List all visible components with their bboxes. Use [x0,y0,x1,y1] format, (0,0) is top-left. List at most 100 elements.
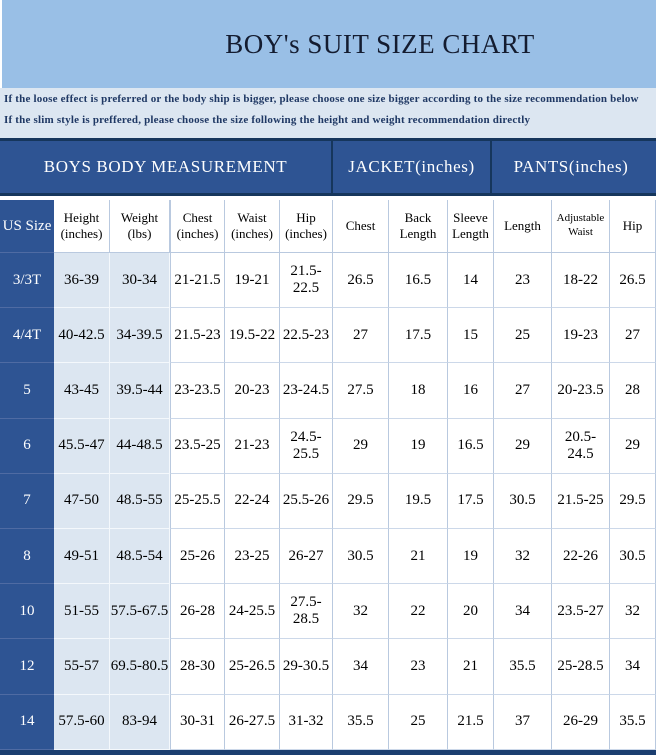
data-cell: 16.5 [448,418,494,474]
row-size-cell: 8 [0,528,54,585]
data-cell: 30.5 [333,528,389,585]
data-cell: 40-42.5 [54,308,110,364]
data-cell: 20.5-24.5 [552,418,610,474]
data-cell: 15 [448,308,494,364]
col-header-hip-pants: Hip [610,200,656,253]
row-size-cell: 14 [0,694,54,750]
col-header-weight: Weight (lbs) [110,200,170,253]
data-cell: 45.5-47 [54,418,110,474]
data-cell: 39.5-44 [110,363,170,419]
data-cell: 19-21 [225,253,280,309]
row-size-cell: 4/4T [0,308,54,364]
table-row: 5 43-45 39.5-44 23-23.5 20-23 23-24.5 27.5 18 16… [0,363,656,419]
data-cell: 25-26 [170,528,225,585]
table-row: 8 49-51 48.5-54 25-26 23-25 26-27 30.5 21 19 32 22… [0,528,656,585]
data-cell: 21.5 [448,694,494,750]
data-cell: 26-27.5 [225,694,280,750]
row-size-cell: 6 [0,418,54,474]
data-cell: 25-25.5 [170,473,225,529]
data-cell: 34 [333,639,389,695]
data-cell: 27.5 [333,363,389,419]
data-cell: 55-57 [54,639,110,695]
page-title: BOY's SUIT SIZE CHART [225,28,535,59]
data-cell: 22 [389,584,448,640]
data-cell: 34-39.5 [110,308,170,364]
row-size-cell: 5 [0,363,54,419]
data-cell: 29-30.5 [280,639,333,695]
data-cell: 49-51 [54,528,110,585]
table-row: 7 47-50 48.5-55 25-25.5 22-24 25.5-26 29.5 19.5… [0,473,656,529]
data-cell: 57.5-60 [54,694,110,750]
data-cell: 21.5-22.5 [280,253,333,309]
data-cell: 24.5-25.5 [280,418,333,474]
data-cell: 57.5-67.5 [110,584,170,640]
header-gap [0,196,656,200]
data-cell: 17.5 [448,473,494,529]
data-cell: 23-23.5 [170,363,225,419]
data-cell: 34 [494,584,552,640]
title-banner: BOY's SUIT SIZE CHART [0,0,656,88]
data-cell: 25-28.5 [552,639,610,695]
size-table-body: 3/3T 36-39 30-34 21-21.5 19-21 21.5-22.5 26.5 1… [0,253,656,750]
data-cell: 26-28 [170,584,225,640]
data-cell: 32 [333,584,389,640]
data-cell: 22-24 [225,473,280,529]
table-row: 6 45.5-47 44-48.5 23.5-25 21-23 24.5-25.5 29 19… [0,418,656,474]
data-cell: 69.5-80.5 [110,639,170,695]
data-cell: 29 [494,418,552,474]
table-row: 12 55-57 69.5-80.5 28-30 25-26.5 29-30.5 34 23 2… [0,639,656,695]
data-cell: 43-45 [54,363,110,419]
data-cell: 32 [494,528,552,585]
table-group-header: BOYS BODY MEASUREMENT JACKET(inches) PAN… [0,138,656,196]
data-cell: 34 [610,639,656,695]
data-cell: 23.5-27 [552,584,610,640]
data-cell: 23 [389,639,448,695]
data-cell: 22.5-23 [280,308,333,364]
data-cell: 28 [610,363,656,419]
data-cell: 30-31 [170,694,225,750]
data-cell: 25 [389,694,448,750]
data-cell: 20-23 [225,363,280,419]
data-cell: 16.5 [389,253,448,309]
table-row: 4/4T 40-42.5 34-39.5 21.5-23 19.5-22 22.5-23 2… [0,308,656,364]
col-header-height: Height (inches) [54,200,110,253]
data-cell: 27 [610,308,656,364]
data-cell: 19.5-22 [225,308,280,364]
data-cell: 17.5 [389,308,448,364]
col-header-us-size: US Size [0,200,54,253]
col-header-back-length: Back Length [389,200,448,253]
data-cell: 21-23 [225,418,280,474]
data-cell: 20-23.5 [552,363,610,419]
data-cell: 51-55 [54,584,110,640]
data-cell: 26.5 [610,253,656,309]
data-cell: 23-24.5 [280,363,333,419]
data-cell: 25 [494,308,552,364]
data-cell: 21-21.5 [170,253,225,309]
data-cell: 32 [610,584,656,640]
data-cell: 31-32 [280,694,333,750]
data-cell: 25.5-26 [280,473,333,529]
data-cell: 83-94 [110,694,170,750]
data-cell: 25-26.5 [225,639,280,695]
col-header-hip-body: Hip (inches) [280,200,333,253]
data-cell: 21 [389,528,448,585]
data-cell: 26-29 [552,694,610,750]
data-cell: 19-23 [552,308,610,364]
data-cell: 26.5 [333,253,389,309]
data-cell: 27.5-28.5 [280,584,333,640]
data-cell: 29 [333,418,389,474]
data-cell: 37 [494,694,552,750]
row-size-cell: 10 [0,584,54,640]
data-cell: 30-34 [110,253,170,309]
data-cell: 36-39 [54,253,110,309]
data-cell: 28-30 [170,639,225,695]
data-cell: 26-27 [280,528,333,585]
data-cell: 35.5 [333,694,389,750]
data-cell: 29.5 [610,473,656,529]
col-header-adjustable-waist: Adjustable Waist [552,200,610,253]
col-header-chest-jacket: Chest [333,200,389,253]
col-header-sleeve-length: Sleeve Length [448,200,494,253]
row-size-cell: 12 [0,639,54,695]
data-cell: 19 [448,528,494,585]
data-cell: 21.5-25 [552,473,610,529]
